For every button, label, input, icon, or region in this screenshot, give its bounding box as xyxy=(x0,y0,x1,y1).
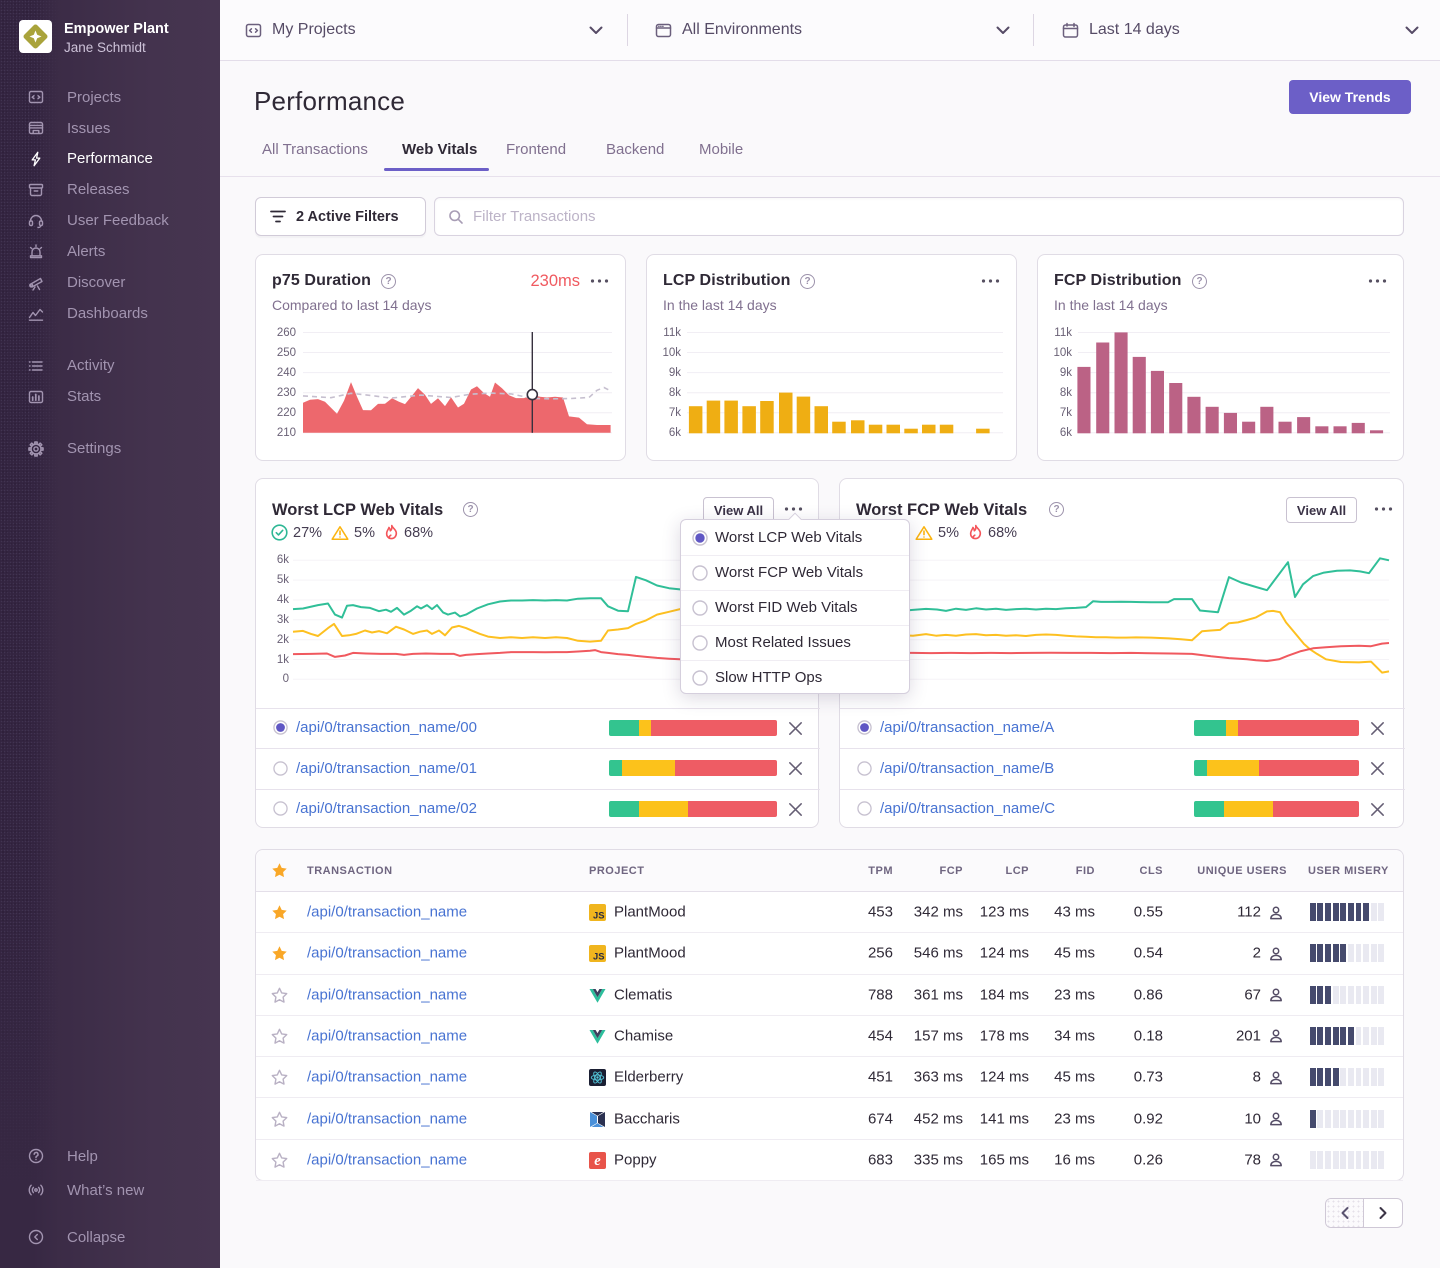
svg-text:JS: JS xyxy=(593,951,604,962)
svg-text:e: e xyxy=(594,1153,601,1169)
svg-text:JS: JS xyxy=(593,910,604,921)
